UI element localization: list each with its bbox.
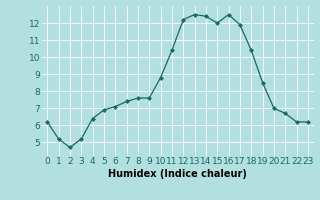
X-axis label: Humidex (Indice chaleur): Humidex (Indice chaleur)	[108, 169, 247, 179]
